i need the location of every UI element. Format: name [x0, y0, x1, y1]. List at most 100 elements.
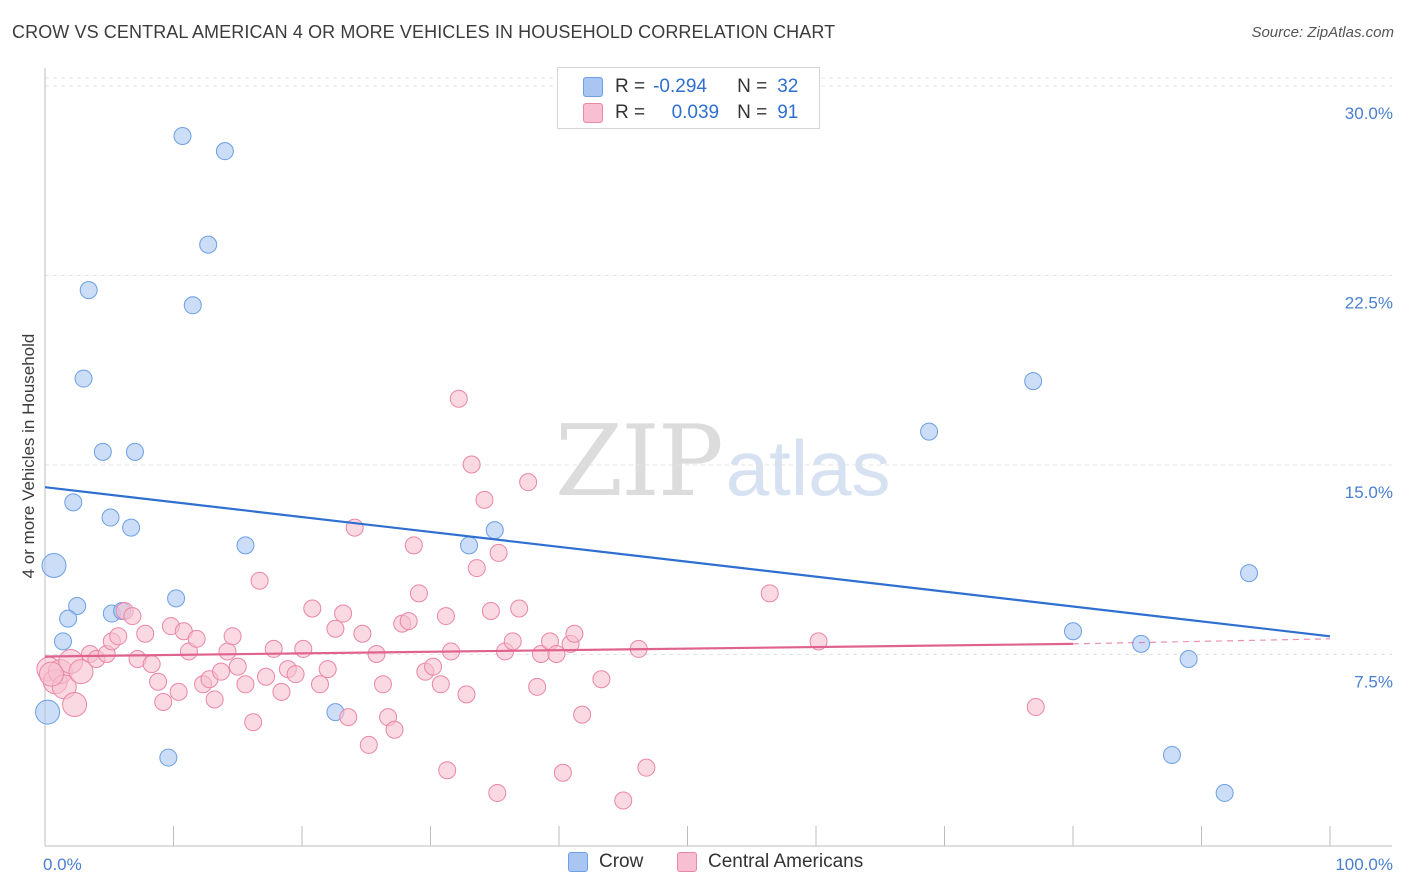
crow-point [173, 127, 192, 146]
legend-r-label: R = [615, 76, 646, 97]
data-points [35, 127, 1259, 810]
y-axis-title: 4 or more Vehicles in Household [19, 334, 38, 579]
crow-point [41, 553, 67, 579]
central-american-point [68, 659, 94, 685]
central-american-point [475, 490, 494, 509]
series-legend: Crow Central Americans [0, 851, 1406, 879]
y-tick-label: 22.5% [1345, 294, 1393, 313]
crow-point [1064, 622, 1082, 641]
crow-point [125, 442, 144, 461]
central-american-point [592, 670, 611, 689]
legend-swatch-central-americans [583, 103, 603, 123]
central-american-point [303, 599, 322, 618]
crow-point [79, 281, 98, 300]
central-american-point [286, 665, 305, 684]
central-american-point [637, 758, 656, 777]
central-american-point [123, 607, 142, 626]
y-tick-label: 30.0% [1345, 104, 1393, 123]
central-american-point [467, 559, 486, 578]
central-american-point [359, 735, 378, 754]
legend-swatch-central-americans [677, 852, 697, 872]
legend-swatch-crow [583, 77, 603, 97]
watermark-logo: ZIPatlas [555, 405, 891, 519]
crow-point [1132, 634, 1151, 653]
crow-point [485, 521, 504, 540]
crow-point [35, 699, 61, 725]
legend-row-central-americans: R = 0.039 N = 91 [558, 99, 798, 127]
central-american-trend-line [44, 642, 1074, 658]
crow-point [236, 536, 255, 555]
central-american-point [212, 662, 231, 681]
x-tick-label: 0.0% [43, 855, 82, 874]
central-american-point [385, 720, 404, 739]
legend-label-central-americans: Central Americans [708, 851, 864, 872]
central-american-point [38, 661, 64, 687]
central-american-point [339, 708, 358, 727]
central-american-point [367, 644, 386, 663]
gridlines [45, 77, 1392, 655]
central-american-point [614, 791, 633, 810]
central-american-point [334, 604, 353, 623]
crow-point [59, 609, 78, 628]
central-american-point [257, 667, 276, 686]
central-american-point [760, 584, 779, 603]
central-american-point [223, 627, 242, 646]
central-american-point [205, 690, 224, 709]
legend-swatch-crow [568, 852, 588, 872]
legend-item-central-americans: Central Americans [677, 851, 863, 873]
crow-point [53, 632, 72, 651]
legend-n-label: N = [737, 102, 768, 123]
central-american-point [326, 619, 345, 638]
central-american-point [457, 685, 476, 704]
crow-point [215, 142, 234, 161]
central-american-point [244, 713, 263, 732]
central-american-trend-extension [1072, 638, 1331, 645]
central-american-point [489, 543, 508, 562]
y-tick-label: 15.0% [1345, 483, 1393, 502]
central-american-point [449, 389, 468, 408]
central-american-point [510, 599, 529, 618]
legend-r-label: R = [615, 102, 646, 123]
crow-point [68, 596, 87, 615]
central-american-point [553, 763, 572, 782]
legend-label-crow: Crow [599, 851, 644, 872]
central-american-point [438, 761, 457, 780]
crow-point [93, 442, 112, 461]
legend-r-value: 0.039 [671, 102, 720, 123]
crow-point [920, 422, 939, 441]
crow-point [167, 589, 186, 608]
central-american-point [436, 607, 455, 626]
crow-point [1179, 650, 1198, 669]
central-american-point [218, 642, 237, 661]
crow-point [1215, 783, 1234, 802]
central-american-point [136, 624, 155, 643]
crow-point [183, 296, 202, 315]
central-american-point [109, 627, 128, 646]
central-american-point [169, 682, 188, 701]
crow-point [74, 369, 93, 388]
central-american-point [310, 675, 329, 694]
central-american-point [187, 629, 206, 648]
central-american-point [528, 677, 547, 696]
central-american-point [424, 657, 443, 676]
central-american-point [431, 675, 450, 694]
crow-point [1240, 564, 1259, 583]
central-american-point [154, 692, 173, 711]
legend-n-label: N = [737, 76, 768, 97]
crow-point [122, 518, 141, 537]
central-american-point [488, 783, 507, 802]
central-american-point [519, 473, 538, 492]
central-american-point [809, 632, 828, 651]
central-american-point [573, 705, 592, 724]
central-american-point [547, 644, 566, 663]
source-label: Source: ZipAtlas.com [1251, 24, 1394, 41]
tick-labels: 7.5% 15.0% 22.5% 30.0% 0.0% 100.0% [43, 104, 1393, 874]
legend-n-value: 91 [777, 102, 799, 123]
legend-item-crow: Crow [568, 851, 643, 873]
central-american-point [373, 675, 392, 694]
x-tick-label: 100.0% [1335, 855, 1393, 874]
central-american-point [250, 571, 269, 590]
central-american-point [565, 624, 584, 643]
central-american-point [462, 455, 481, 474]
